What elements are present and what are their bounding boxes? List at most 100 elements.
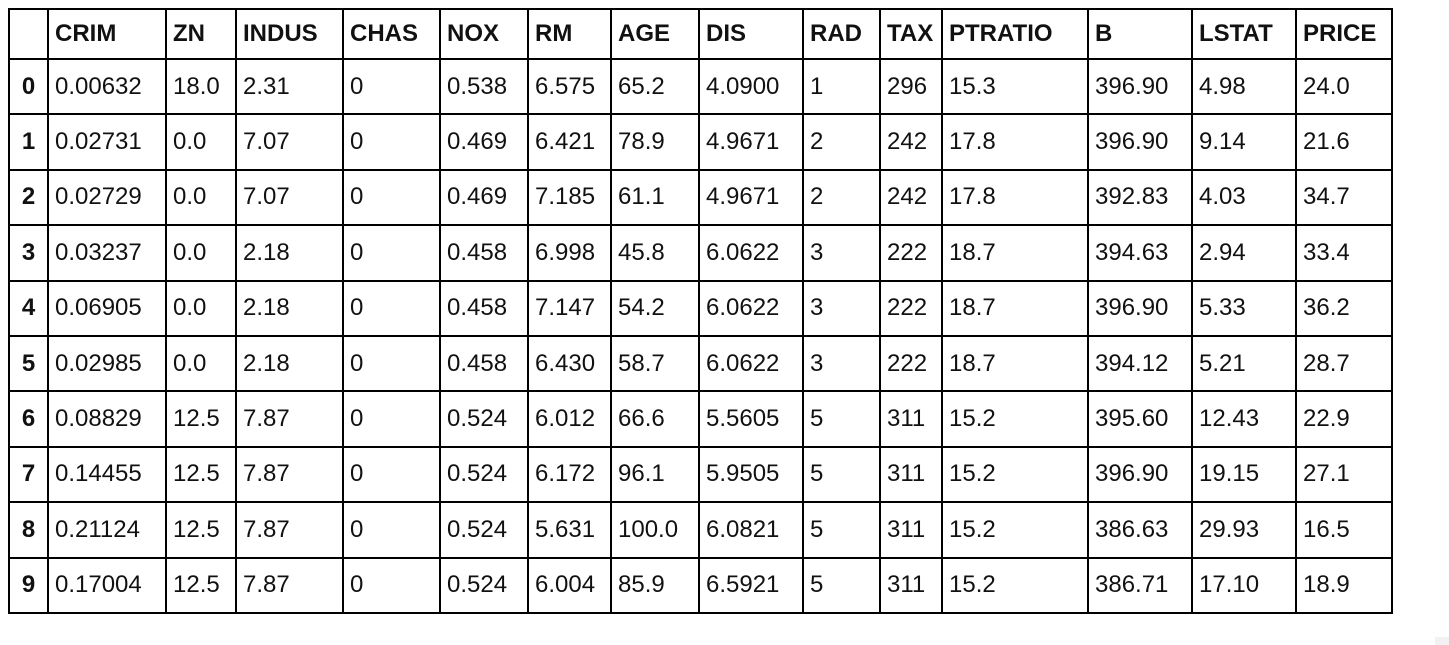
table-body: 0 0.00632 18.0 2.31 0 0.538 6.575 65.2 4.0900 1 29…: [8, 57, 1393, 614]
cell-rm: 5.631: [527, 501, 612, 559]
column-header-chas: CHAS: [342, 8, 441, 60]
row-index: 8: [8, 501, 49, 559]
scroll-corner: [1435, 637, 1449, 645]
row-index: 3: [8, 224, 49, 282]
cell-b: 386.63: [1087, 501, 1193, 559]
table-row: 4 0.06905 0.0 2.18 0 0.458 7.147 54.2 6.0622 3 222…: [8, 279, 1393, 337]
row-index: 9: [8, 556, 49, 614]
column-header-tax: TAX: [879, 8, 943, 60]
cell-dis: 4.9671: [698, 168, 804, 227]
cell-nox: 0.524: [439, 501, 529, 559]
dataframe-table: CRIM ZN INDUS CHAS NOX RM AGE DIS RAD TAX PTRATIO B…: [8, 8, 1393, 614]
cell-b: 392.83: [1087, 168, 1193, 227]
cell-ptratio: 17.8: [941, 168, 1089, 227]
cell-b: 394.12: [1087, 334, 1193, 393]
cell-chas: 0: [342, 390, 441, 448]
cell-nox: 0.458: [439, 334, 529, 393]
cell-indus: 2.18: [235, 279, 344, 337]
cell-dis: 6.0622: [698, 279, 804, 337]
cell-rm: 6.012: [527, 390, 612, 448]
column-header-rm: RM: [527, 8, 612, 60]
cell-price: 21.6: [1295, 113, 1393, 171]
cell-rm: 6.004: [527, 556, 612, 614]
cell-indus: 7.87: [235, 556, 344, 614]
cell-age: 45.8: [610, 224, 700, 282]
cell-rad: 3: [802, 224, 881, 282]
cell-crim: 0.08829: [47, 390, 167, 448]
dataframe-container: CRIM ZN INDUS CHAS NOX RM AGE DIS RAD TAX PTRATIO B…: [8, 8, 1393, 614]
row-index: 0: [8, 57, 49, 116]
cell-ptratio: 15.3: [941, 57, 1089, 116]
cell-ptratio: 18.7: [941, 224, 1089, 282]
cell-zn: 12.5: [165, 556, 237, 614]
cell-rad: 3: [802, 334, 881, 393]
cell-rad: 2: [802, 168, 881, 227]
cell-price: 16.5: [1295, 501, 1393, 559]
table-row: 9 0.17004 12.5 7.87 0 0.524 6.004 85.9 6.5921 5 31…: [8, 556, 1393, 614]
cell-crim: 0.06905: [47, 279, 167, 337]
cell-rm: 6.421: [527, 113, 612, 171]
cell-chas: 0: [342, 57, 441, 116]
cell-ptratio: 15.2: [941, 445, 1089, 504]
cell-price: 27.1: [1295, 445, 1393, 504]
table-row: 1 0.02731 0.0 7.07 0 0.469 6.421 78.9 4.9671 2 242…: [8, 113, 1393, 171]
cell-rm: 7.147: [527, 279, 612, 337]
cell-tax: 222: [879, 279, 943, 337]
cell-zn: 12.5: [165, 445, 237, 504]
cell-age: 61.1: [610, 168, 700, 227]
cell-dis: 6.0622: [698, 334, 804, 393]
cell-crim: 0.02985: [47, 334, 167, 393]
cell-age: 85.9: [610, 556, 700, 614]
cell-price: 28.7: [1295, 334, 1393, 393]
column-header-lstat: LSTAT: [1191, 8, 1297, 60]
cell-nox: 0.524: [439, 556, 529, 614]
cell-nox: 0.458: [439, 279, 529, 337]
table-row: 6 0.08829 12.5 7.87 0 0.524 6.012 66.6 5.5605 5 31…: [8, 390, 1393, 448]
cell-tax: 242: [879, 168, 943, 227]
cell-zn: 0.0: [165, 279, 237, 337]
header-row: CRIM ZN INDUS CHAS NOX RM AGE DIS RAD TAX PTRATIO B…: [8, 8, 1393, 60]
row-index: 1: [8, 113, 49, 171]
cell-zn: 0.0: [165, 334, 237, 393]
cell-ptratio: 17.8: [941, 113, 1089, 171]
cell-tax: 311: [879, 556, 943, 614]
cell-rm: 6.172: [527, 445, 612, 504]
cell-nox: 0.524: [439, 445, 529, 504]
cell-tax: 311: [879, 390, 943, 448]
row-index: 7: [8, 445, 49, 504]
cell-tax: 311: [879, 501, 943, 559]
cell-nox: 0.458: [439, 224, 529, 282]
cell-tax: 242: [879, 113, 943, 171]
column-header-dis: DIS: [698, 8, 804, 60]
cell-b: 396.90: [1087, 113, 1193, 171]
table-row: 5 0.02985 0.0 2.18 0 0.458 6.430 58.7 6.0622 3 222…: [8, 334, 1393, 393]
cell-price: 18.9: [1295, 556, 1393, 614]
cell-chas: 0: [342, 556, 441, 614]
cell-ptratio: 18.7: [941, 334, 1089, 393]
cell-b: 386.71: [1087, 556, 1193, 614]
cell-dis: 5.9505: [698, 445, 804, 504]
cell-lstat: 2.94: [1191, 224, 1297, 282]
column-header-nox: NOX: [439, 8, 529, 60]
cell-dis: 4.9671: [698, 113, 804, 171]
cell-zn: 0.0: [165, 224, 237, 282]
cell-rm: 6.430: [527, 334, 612, 393]
cell-age: 100.0: [610, 501, 700, 559]
cell-b: 395.60: [1087, 390, 1193, 448]
cell-indus: 7.87: [235, 390, 344, 448]
cell-rm: 7.185: [527, 168, 612, 227]
cell-indus: 7.07: [235, 168, 344, 227]
cell-zn: 0.0: [165, 113, 237, 171]
cell-indus: 2.31: [235, 57, 344, 116]
row-index: 6: [8, 390, 49, 448]
column-header-indus: INDUS: [235, 8, 344, 60]
cell-nox: 0.469: [439, 168, 529, 227]
column-header-zn: ZN: [165, 8, 237, 60]
cell-lstat: 29.93: [1191, 501, 1297, 559]
cell-age: 54.2: [610, 279, 700, 337]
cell-age: 66.6: [610, 390, 700, 448]
cell-ptratio: 15.2: [941, 501, 1089, 559]
cell-lstat: 4.03: [1191, 168, 1297, 227]
cell-rad: 5: [802, 556, 881, 614]
table-row: 8 0.21124 12.5 7.87 0 0.524 5.631 100.0 6.0821 5 3…: [8, 501, 1393, 559]
